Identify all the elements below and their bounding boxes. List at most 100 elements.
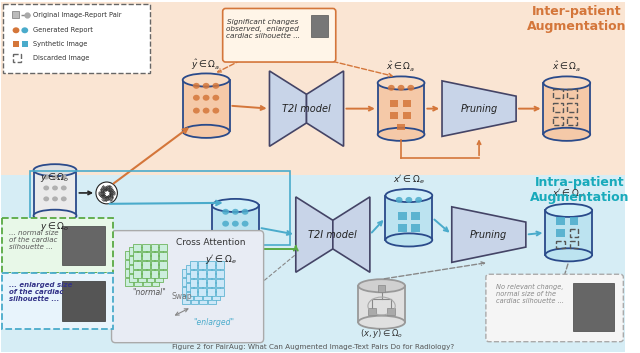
Bar	[216, 270, 223, 278]
Bar	[567, 89, 577, 98]
Bar	[553, 103, 563, 112]
Bar	[147, 274, 154, 282]
Text: Significant changes
observed,  enlarged
cardiac silhouette ...: Significant changes observed, enlarged c…	[226, 19, 300, 39]
Ellipse shape	[203, 108, 209, 114]
Ellipse shape	[543, 128, 590, 141]
Bar	[150, 244, 158, 251]
Ellipse shape	[33, 164, 76, 176]
Bar	[208, 278, 216, 286]
Bar	[212, 292, 220, 300]
Bar	[1, 1, 625, 175]
Text: Pruning: Pruning	[460, 104, 498, 114]
Bar	[198, 261, 206, 269]
Bar	[398, 212, 407, 220]
Ellipse shape	[203, 83, 209, 89]
Text: Discarded Image: Discarded Image	[33, 55, 89, 61]
Bar	[142, 261, 150, 269]
Bar	[390, 100, 398, 107]
Bar	[133, 244, 141, 251]
Polygon shape	[452, 207, 526, 262]
Bar	[143, 251, 150, 259]
Text: ... normal size
of the cardiac
silhouette ...: ... normal size of the cardiac silhouett…	[9, 230, 59, 250]
FancyBboxPatch shape	[3, 218, 113, 273]
Bar	[385, 196, 432, 240]
Bar	[150, 261, 158, 269]
Bar	[570, 217, 579, 225]
Text: T2I model: T2I model	[308, 229, 357, 240]
Bar	[378, 83, 424, 134]
FancyBboxPatch shape	[111, 231, 264, 343]
Bar	[570, 229, 579, 237]
Ellipse shape	[44, 175, 49, 180]
Ellipse shape	[378, 128, 424, 141]
Text: Cross Attention: Cross Attention	[176, 238, 246, 247]
Bar	[138, 256, 146, 264]
Ellipse shape	[385, 233, 432, 246]
Ellipse shape	[222, 233, 229, 239]
Polygon shape	[307, 71, 344, 146]
Ellipse shape	[242, 233, 248, 239]
Bar	[125, 278, 133, 286]
Bar	[1, 175, 625, 352]
Bar	[13, 41, 19, 47]
Ellipse shape	[193, 83, 200, 89]
Bar	[191, 269, 198, 277]
Ellipse shape	[212, 83, 220, 89]
Bar	[152, 261, 159, 268]
Ellipse shape	[61, 175, 67, 180]
Ellipse shape	[182, 125, 230, 138]
Bar	[186, 274, 193, 282]
Text: Original Image-Report Pair: Original Image-Report Pair	[33, 12, 121, 18]
Bar	[150, 270, 158, 278]
Bar	[125, 269, 133, 277]
Bar	[195, 292, 202, 300]
Bar	[13, 54, 21, 62]
Bar	[198, 288, 206, 296]
Bar	[203, 274, 211, 282]
Bar	[152, 278, 159, 286]
Bar	[189, 279, 197, 287]
Bar	[195, 274, 202, 282]
Bar	[191, 278, 198, 286]
Bar	[199, 278, 207, 286]
Text: $x' \in \Omega_{e'}$: $x' \in \Omega_{e'}$	[552, 188, 586, 201]
Text: $(x,y) \in \Omega_o$: $(x,y) \in \Omega_o$	[360, 327, 403, 340]
Bar	[182, 278, 189, 286]
Bar	[195, 265, 202, 273]
Text: ... enlarged size
of the cardiac
silhouette ...: ... enlarged size of the cardiac silhoue…	[9, 282, 72, 302]
Bar	[207, 261, 215, 269]
Bar	[159, 261, 167, 269]
Bar	[403, 112, 411, 119]
Bar	[567, 116, 577, 126]
Text: Generated Report: Generated Report	[33, 27, 92, 33]
Bar	[212, 274, 220, 282]
Bar	[212, 265, 220, 273]
Bar	[143, 269, 150, 277]
Bar	[390, 112, 398, 119]
FancyBboxPatch shape	[3, 273, 113, 329]
Ellipse shape	[61, 196, 67, 201]
Ellipse shape	[396, 197, 403, 203]
Bar	[147, 265, 154, 273]
Bar	[142, 244, 150, 251]
Text: Inter-patient
Augmentation: Inter-patient Augmentation	[527, 5, 627, 34]
Polygon shape	[333, 197, 370, 272]
Ellipse shape	[397, 85, 404, 91]
Text: $\hat{x} \in \Omega_a$: $\hat{x} \in \Omega_a$	[387, 60, 416, 74]
Ellipse shape	[182, 73, 230, 86]
Ellipse shape	[388, 85, 395, 91]
Ellipse shape	[44, 196, 49, 201]
Bar	[198, 270, 206, 278]
Bar	[134, 261, 142, 268]
Bar	[203, 292, 211, 300]
Bar	[129, 274, 137, 282]
Bar	[125, 261, 133, 268]
Text: $y' \in \Omega_e$: $y' \in \Omega_e$	[205, 253, 237, 267]
Ellipse shape	[222, 221, 229, 227]
Bar	[189, 288, 197, 296]
Bar	[556, 240, 565, 249]
Bar	[133, 252, 141, 261]
Bar	[207, 288, 215, 296]
Text: "normal": "normal"	[132, 288, 166, 297]
Bar	[545, 210, 592, 255]
